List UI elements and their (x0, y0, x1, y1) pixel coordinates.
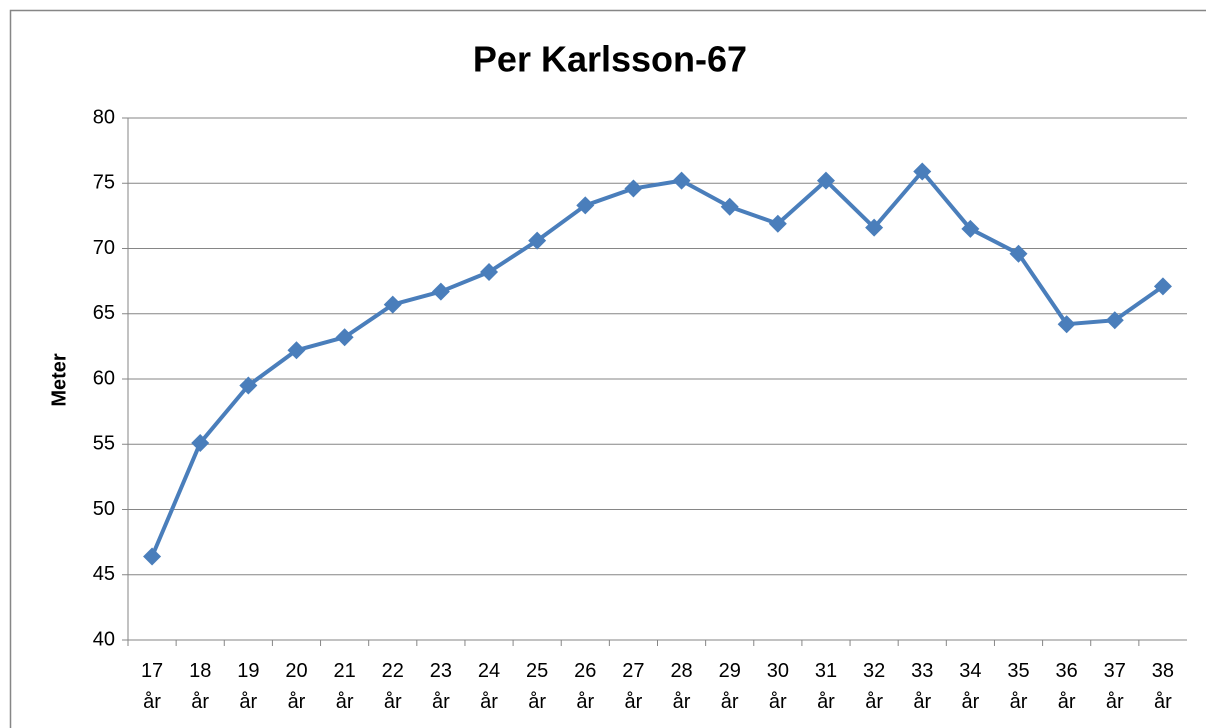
y-tick-label: 80 (93, 106, 115, 128)
data-point (865, 218, 884, 237)
data-point (143, 547, 162, 566)
data-point (576, 196, 595, 215)
x-tick-label: 23 år (429, 660, 452, 713)
y-tick-label: 75 (93, 172, 115, 194)
y-tick-label: 50 (93, 498, 115, 520)
y-tick-label: 60 (93, 367, 115, 389)
x-tick-label: 19 år (237, 660, 260, 713)
x-tick-label: 22 år (381, 660, 404, 713)
data-point (335, 328, 354, 347)
data-line (150, 169, 1165, 558)
x-tick-label: 37 år (1103, 660, 1126, 713)
x-tick-label: 32 år (862, 660, 886, 713)
x-tick-label: 28 år (670, 660, 693, 713)
data-point (913, 162, 932, 181)
data-point (239, 376, 258, 395)
data-point (672, 171, 691, 190)
y-tick-label: 70 (93, 237, 115, 259)
y-tick-label: 55 (93, 433, 115, 455)
data-point (720, 197, 739, 216)
x-tick-label: 27 år (622, 660, 645, 713)
y-tick-label: 40 (93, 628, 115, 650)
data-point (191, 433, 210, 452)
x-tick-label: 34 år (959, 660, 982, 713)
x-tick-label: 38 år (1151, 660, 1175, 713)
data-point (480, 262, 499, 281)
chart-title: Per Karlsson-67 (473, 39, 747, 80)
x-tick-label: 18 år (189, 660, 212, 713)
x-tick-label: 20 år (285, 660, 308, 713)
x-tick-label: 29 år (718, 660, 741, 713)
y-axis-label: Meter (48, 353, 70, 407)
x-tick-label: 21 år (333, 660, 356, 713)
data-point (383, 295, 402, 314)
x-tick-label: 26 år (574, 660, 597, 713)
data-point (816, 171, 835, 190)
x-tick-label: 36 år (1055, 660, 1078, 713)
x-tick-label: 31 år (814, 660, 838, 713)
y-tick-label: 65 (93, 302, 115, 324)
data-point (1009, 244, 1028, 263)
x-tick-label: 35 år (1007, 660, 1030, 713)
x-tick-label: 24 år (477, 660, 501, 713)
data-point (528, 231, 547, 250)
data-point (431, 282, 450, 301)
data-point (1105, 311, 1124, 330)
data-point (287, 341, 306, 360)
x-tick-label: 25 år (526, 660, 549, 713)
y-tick-label: 45 (93, 563, 115, 585)
data-point (961, 219, 980, 238)
x-tick-label: 33 år (911, 660, 934, 713)
data-point (1057, 315, 1076, 334)
data-point (1153, 277, 1172, 296)
data-point (768, 214, 787, 233)
x-tick-label: 30 år (766, 660, 789, 713)
data-point (624, 179, 643, 198)
x-tick-label: 17 år (140, 660, 164, 713)
chart-frame (9, 9, 1206, 728)
